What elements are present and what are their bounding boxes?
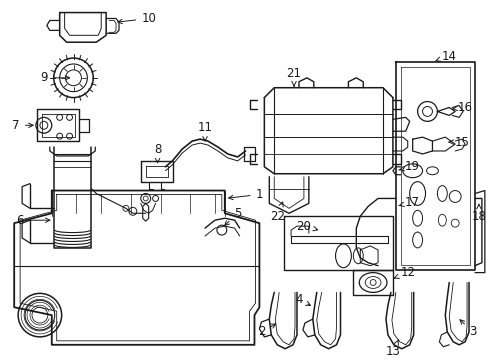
Ellipse shape <box>402 164 422 178</box>
Circle shape <box>129 207 137 215</box>
Circle shape <box>57 114 62 120</box>
Circle shape <box>25 300 55 330</box>
Text: 16: 16 <box>451 101 471 114</box>
Ellipse shape <box>426 167 437 175</box>
Ellipse shape <box>353 248 363 264</box>
Circle shape <box>450 219 458 227</box>
Text: 11: 11 <box>197 121 212 141</box>
Text: 9: 9 <box>40 71 69 84</box>
Circle shape <box>18 293 61 337</box>
Circle shape <box>32 307 48 323</box>
Text: 5: 5 <box>224 207 241 225</box>
Ellipse shape <box>436 186 447 201</box>
Text: 2: 2 <box>257 324 275 338</box>
Circle shape <box>448 190 460 202</box>
Circle shape <box>217 225 226 235</box>
Circle shape <box>60 64 87 92</box>
Text: 22: 22 <box>269 202 284 223</box>
Text: 18: 18 <box>470 204 486 223</box>
Circle shape <box>66 114 72 120</box>
Text: 7: 7 <box>12 119 33 132</box>
Circle shape <box>417 102 436 121</box>
Text: 14: 14 <box>435 50 456 63</box>
Text: 17: 17 <box>398 196 418 209</box>
Text: 13: 13 <box>385 340 400 358</box>
Text: 4: 4 <box>295 293 310 306</box>
Circle shape <box>152 195 158 201</box>
Text: 20: 20 <box>296 220 317 233</box>
Text: 6: 6 <box>16 214 50 227</box>
Text: 10: 10 <box>118 12 156 25</box>
Text: 15: 15 <box>448 136 468 149</box>
Circle shape <box>57 133 62 139</box>
Text: 21: 21 <box>286 67 301 86</box>
Text: 3: 3 <box>459 320 476 338</box>
Circle shape <box>54 58 93 98</box>
Ellipse shape <box>437 214 446 226</box>
Text: 1: 1 <box>228 188 263 201</box>
Ellipse shape <box>365 276 380 288</box>
Ellipse shape <box>359 273 386 292</box>
Circle shape <box>66 133 72 139</box>
Text: 12: 12 <box>394 266 414 279</box>
Circle shape <box>143 196 148 201</box>
Ellipse shape <box>335 244 351 268</box>
Circle shape <box>369 279 375 285</box>
Circle shape <box>141 194 150 203</box>
Circle shape <box>40 121 48 129</box>
Circle shape <box>36 117 52 133</box>
Ellipse shape <box>412 232 422 248</box>
Text: 8: 8 <box>154 143 161 163</box>
Text: 19: 19 <box>398 160 418 173</box>
Ellipse shape <box>412 210 422 226</box>
Circle shape <box>422 107 431 116</box>
Circle shape <box>65 70 81 86</box>
Circle shape <box>122 205 129 211</box>
Ellipse shape <box>409 182 425 205</box>
